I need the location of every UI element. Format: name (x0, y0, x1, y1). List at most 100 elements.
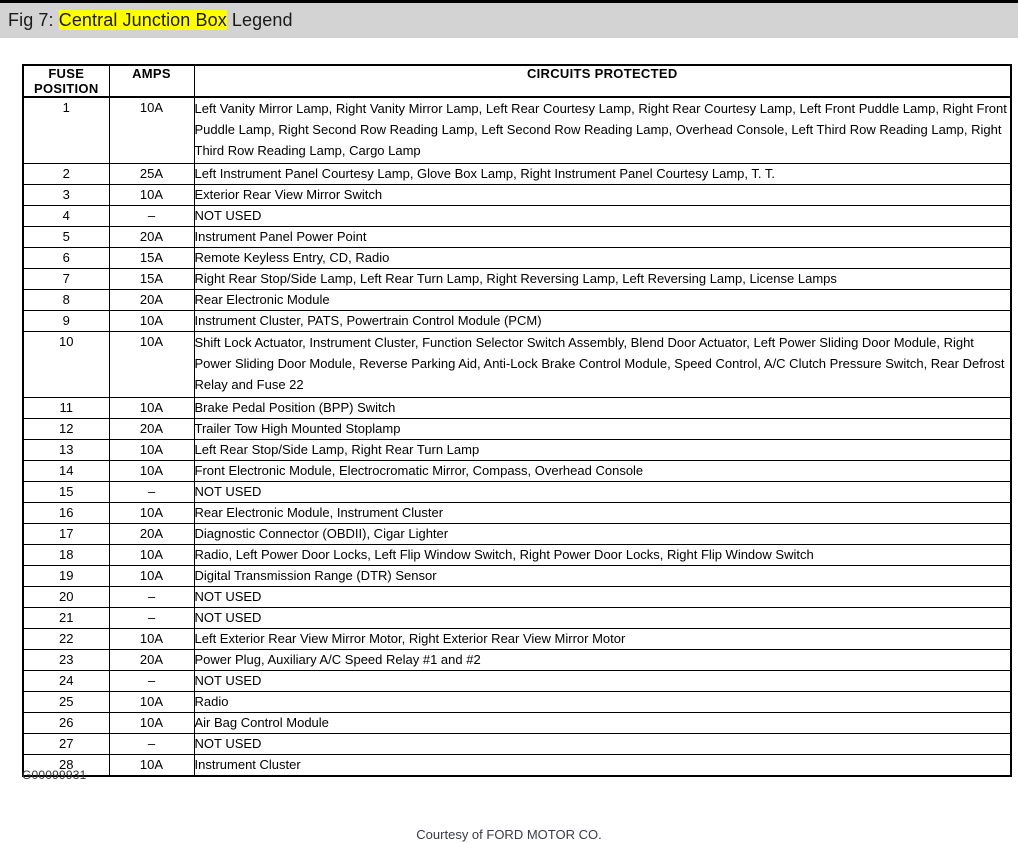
table-header-row: FUSE POSITION AMPS CIRCUITS PROTECTED (22, 64, 1012, 98)
amps-cell: 10A (108, 691, 195, 713)
fuse-position-cell: 9 (22, 310, 110, 332)
table-row: 17 20A Diagnostic Connector (OBDII), Cigar… (22, 523, 1012, 545)
fuse-position-cell: 7 (22, 268, 110, 290)
fuse-position-cell: 8 (22, 289, 110, 311)
fuse-position-cell: 10 (22, 331, 110, 398)
table-row: 11 10A Brake Pedal Position (BPP) Switch (22, 397, 1012, 419)
circuits-protected-cell: NOT USED (193, 481, 1012, 503)
amps-cell: 20A (108, 523, 195, 545)
amps-cell: 10A (108, 754, 195, 777)
circuits-protected-cell: Rear Electronic Module, Instrument Clust… (193, 502, 1012, 524)
circuits-protected-cell: Right Rear Stop/Side Lamp, Left Rear Tur… (193, 268, 1012, 290)
table-row: 6 15A Remote Keyless Entry, CD, Radio (22, 247, 1012, 269)
table-row: 15– NOT USED (22, 481, 1012, 503)
table-row: 22 10A Left Exterior Rear View Mirror Moto… (22, 628, 1012, 650)
amps-cell: – (108, 586, 195, 608)
fuse-position-cell: 28 (22, 754, 110, 777)
table-row: 7 15A Right Rear Stop/Side Lamp, Left Rear… (22, 268, 1012, 290)
circuits-protected-cell: Shift Lock Actuator, Instrument Cluster,… (193, 331, 1012, 398)
circuits-protected-cell: Diagnostic Connector (OBDII), Cigar Ligh… (193, 523, 1012, 545)
circuits-protected-cell: Exterior Rear View Mirror Switch (193, 184, 1012, 206)
table-row: 13 10A Left Rear Stop/Side Lamp, Right Rea… (22, 439, 1012, 461)
table-row: 4– NOT USED (22, 205, 1012, 227)
amps-cell: 20A (108, 649, 195, 671)
column-header-fuse-position: FUSE POSITION (22, 64, 110, 98)
circuits-protected-cell: Left Vanity Mirror Lamp, Right Vanity Mi… (193, 96, 1012, 164)
column-header-circuits-protected: CIRCUITS PROTECTED (193, 64, 1012, 98)
table-row: 27– NOT USED (22, 733, 1012, 755)
amps-cell: 10A (108, 331, 195, 398)
table-row: 12 20A Trailer Tow High Mounted Stoplamp (22, 418, 1012, 440)
fuse-position-cell: 27 (22, 733, 110, 755)
circuits-protected-cell: NOT USED (193, 733, 1012, 755)
table-row: 1 10A Left Vanity Mirror Lamp, Right Vanit… (22, 96, 1012, 164)
fuse-position-cell: 19 (22, 565, 110, 587)
amps-cell: 10A (108, 460, 195, 482)
fuse-position-cell: 17 (22, 523, 110, 545)
amps-cell: – (108, 481, 195, 503)
amps-cell: 10A (108, 628, 195, 650)
table-row: 3 10A Exterior Rear View Mirror Switch (22, 184, 1012, 206)
amps-cell: 10A (108, 544, 195, 566)
figure-title-bar: Fig 7: Central Junction Box Legend (0, 0, 1018, 38)
table-row: 8 20A Rear Electronic Module (22, 289, 1012, 311)
circuits-protected-cell: Instrument Cluster (193, 754, 1012, 777)
circuits-protected-cell: NOT USED (193, 586, 1012, 608)
figure-title-suffix: Legend (226, 10, 293, 30)
table-row: 18 10A Radio, Left Power Door Locks, Left … (22, 544, 1012, 566)
amps-cell: 20A (108, 418, 195, 440)
courtesy-credit-label: Courtesy of FORD MOTOR CO. (416, 827, 602, 842)
amps-cell: 15A (108, 268, 195, 290)
fuse-position-cell: 5 (22, 226, 110, 248)
circuits-protected-cell: Left Exterior Rear View Mirror Motor, Ri… (193, 628, 1012, 650)
circuits-protected-cell: Left Rear Stop/Side Lamp, Right Rear Tur… (193, 439, 1012, 461)
circuits-protected-cell: Rear Electronic Module (193, 289, 1012, 311)
amps-cell: 25A (108, 163, 195, 185)
document-code-label: G00099931 (22, 768, 87, 782)
amps-cell: 20A (108, 226, 195, 248)
circuits-protected-cell: NOT USED (193, 205, 1012, 227)
table-row: 28 10A Instrument Cluster (22, 754, 1012, 777)
table-header: FUSE POSITION AMPS CIRCUITS PROTECTED (22, 64, 1012, 98)
amps-cell: 10A (108, 310, 195, 332)
table-row: 16 10A Rear Electronic Module, Instrument … (22, 502, 1012, 524)
circuits-protected-cell: Brake Pedal Position (BPP) Switch (193, 397, 1012, 419)
amps-cell: 15A (108, 247, 195, 269)
fuse-position-cell: 21 (22, 607, 110, 629)
amps-cell: 20A (108, 289, 195, 311)
circuits-protected-cell: Front Electronic Module, Electrocromatic… (193, 460, 1012, 482)
table-row: 14 10A Front Electronic Module, Electrocro… (22, 460, 1012, 482)
circuits-protected-cell: NOT USED (193, 670, 1012, 692)
amps-cell: 10A (108, 439, 195, 461)
table-row: 5 20A Instrument Panel Power Point (22, 226, 1012, 248)
table-body: 1 10A Left Vanity Mirror Lamp, Right Vanit… (22, 96, 1012, 777)
table-row: 19 10A Digital Transmission Range (DTR) Se… (22, 565, 1012, 587)
amps-cell: 10A (108, 96, 195, 164)
circuits-protected-cell: Radio (193, 691, 1012, 713)
circuits-protected-cell: Digital Transmission Range (DTR) Sensor (193, 565, 1012, 587)
amps-cell: – (108, 607, 195, 629)
table-row: 26 10A Air Bag Control Module (22, 712, 1012, 734)
circuits-protected-cell: Instrument Cluster, PATS, Powertrain Con… (193, 310, 1012, 332)
fuse-position-cell: 25 (22, 691, 110, 713)
fuse-position-cell: 16 (22, 502, 110, 524)
circuits-protected-cell: Instrument Panel Power Point (193, 226, 1012, 248)
table-row: 20– NOT USED (22, 586, 1012, 608)
fuse-position-cell: 18 (22, 544, 110, 566)
fuse-position-cell: 20 (22, 586, 110, 608)
fuse-position-cell: 1 (22, 96, 110, 164)
figure-title: Fig 7: Central Junction Box Legend (8, 10, 293, 31)
table-row: 21– NOT USED (22, 607, 1012, 629)
circuits-protected-cell: Power Plug, Auxiliary A/C Speed Relay #1… (193, 649, 1012, 671)
fuse-position-cell: 26 (22, 712, 110, 734)
fuse-position-cell: 3 (22, 184, 110, 206)
column-header-fuse-position-line2: POSITION (33, 81, 99, 96)
column-header-amps: AMPS (108, 64, 195, 98)
circuits-protected-cell: Left Instrument Panel Courtesy Lamp, Glo… (193, 163, 1012, 185)
fuse-position-cell: 13 (22, 439, 110, 461)
column-header-fuse-position-line1: FUSE (48, 66, 85, 81)
amps-cell: – (108, 205, 195, 227)
